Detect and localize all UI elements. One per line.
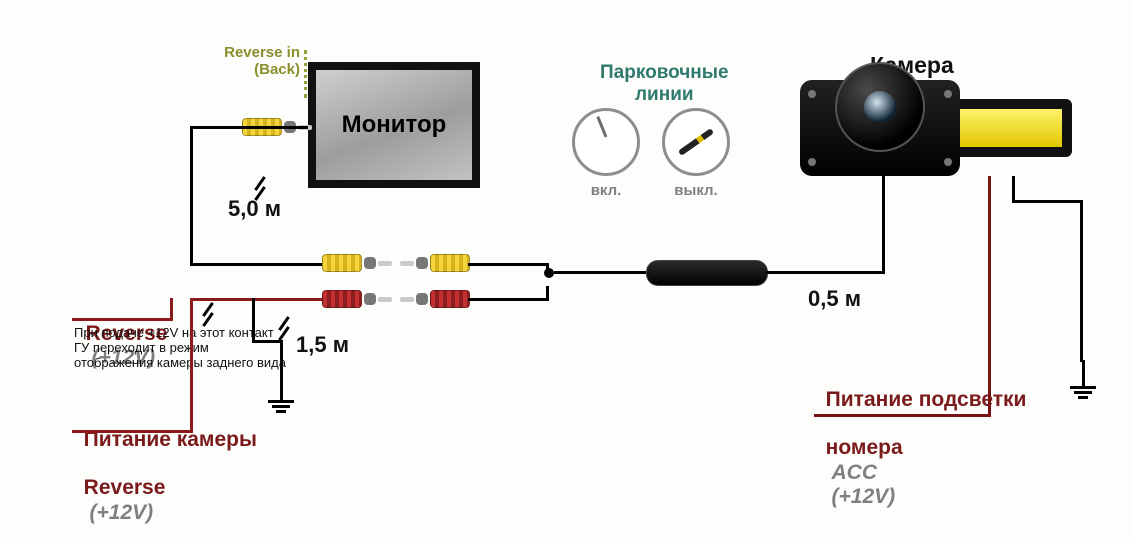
inline-connector-icon xyxy=(646,260,768,286)
camera-body xyxy=(800,80,960,176)
w-reverse-tap-v xyxy=(170,298,173,320)
w-gnd-left-v xyxy=(280,340,283,376)
w-cam-gnd-h xyxy=(1012,200,1082,203)
plate-light-icon xyxy=(948,99,1072,157)
w-split-merge-v2 xyxy=(546,286,549,301)
w-gnd-left-link xyxy=(252,298,255,343)
w-video-to-mon-v xyxy=(190,126,193,266)
length-0-5m: 0,5 м xyxy=(808,286,861,311)
parking-lines-heading: Парковочные линии xyxy=(600,62,729,106)
monitor-block: Монитор xyxy=(308,62,480,188)
w-pair-to-split-bot xyxy=(468,298,548,301)
dial-off-label: выкл. xyxy=(662,182,730,199)
camera-lens-icon xyxy=(835,62,925,152)
w-red-left-out xyxy=(72,430,193,433)
ground-left-icon xyxy=(268,374,294,413)
w-red-to-pair-h xyxy=(190,298,322,301)
w-cam-light-red-v xyxy=(988,176,991,416)
rca-video-male-icon xyxy=(322,254,392,272)
camera-assembly xyxy=(800,80,1072,176)
w-cam-gnd-v xyxy=(1080,200,1083,362)
light-power-label: Питание подсветки номера ACC (+12V) xyxy=(814,364,1026,509)
w-cam-gnd-link xyxy=(1012,176,1015,203)
dial-on: вкл. xyxy=(572,108,640,199)
w-video-bottom-h xyxy=(190,263,322,266)
rca-power-female-icon xyxy=(400,290,470,308)
cut-mark-note-icon xyxy=(200,302,216,332)
rca-video-female-icon xyxy=(400,254,470,272)
length-1-5m: 1,5 м xyxy=(296,332,349,357)
w-red-left-v xyxy=(190,298,193,432)
reverse-in-wire xyxy=(304,50,307,98)
w-video-to-mon-h xyxy=(190,126,308,129)
camera-power-label: Питание камеры Reverse (+12V) xyxy=(72,404,257,525)
ground-right-icon xyxy=(1070,360,1096,399)
dial-on-label: вкл. xyxy=(572,182,640,199)
rca-power-male-icon xyxy=(322,290,392,308)
w-gnd-left-h xyxy=(252,340,282,343)
w-reverse-tap-h xyxy=(72,318,173,321)
w-barrel-to-cam-v xyxy=(882,176,885,274)
w-split-to-barrel xyxy=(554,271,646,274)
w-cam-light-red-h xyxy=(814,414,991,417)
monitor-label: Монитор xyxy=(342,111,447,139)
dial-off: выкл. xyxy=(662,108,730,199)
w-split-merge-v1 xyxy=(546,263,549,275)
w-barrel-to-cam-h xyxy=(766,271,884,274)
cut-mark-5m-icon xyxy=(252,176,268,206)
w-pair-to-split-top xyxy=(468,263,548,266)
reverse-in-label: Reverse in (Back) xyxy=(224,44,300,79)
